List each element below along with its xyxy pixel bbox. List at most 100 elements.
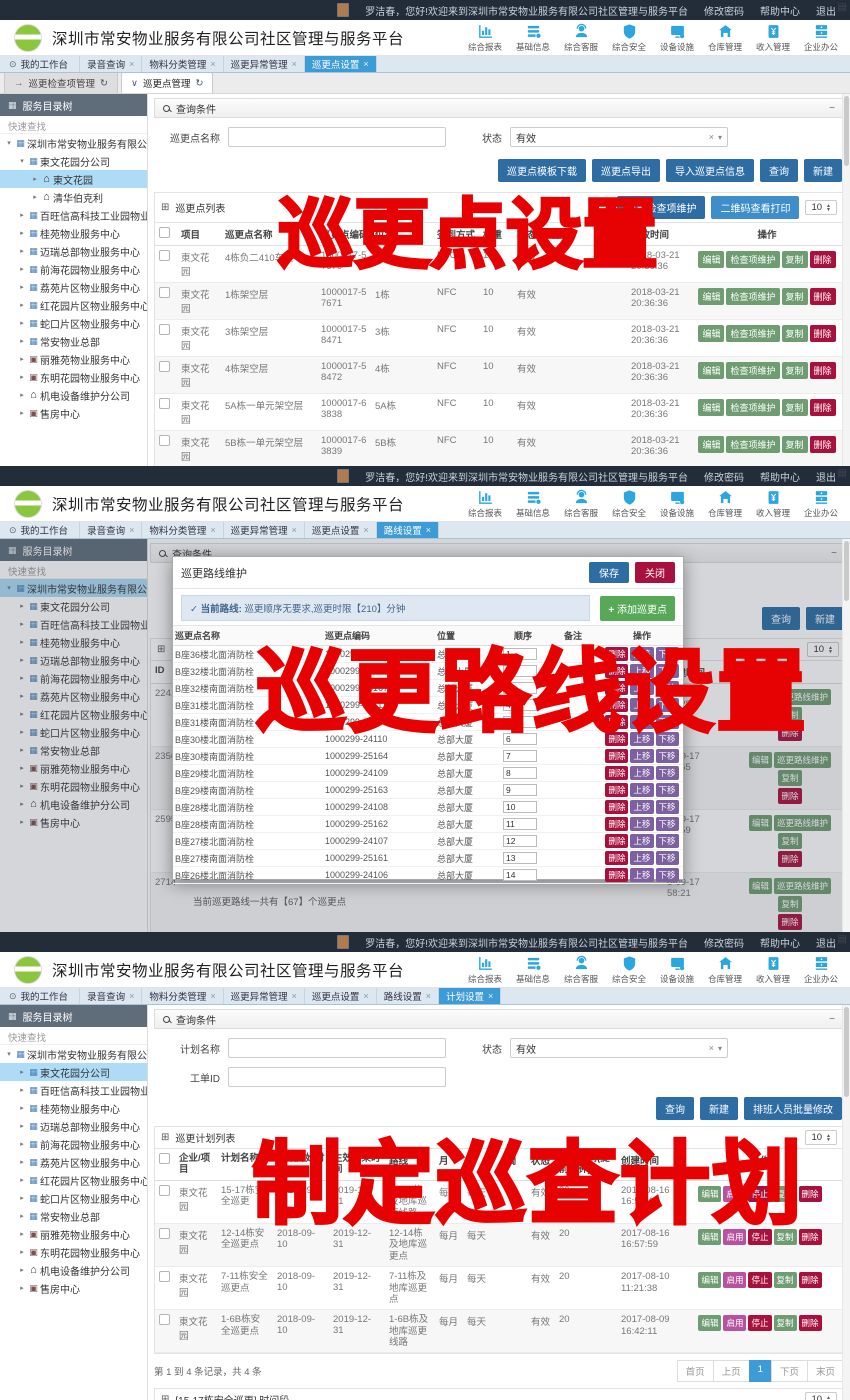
delete-button[interactable]: 删除: [605, 800, 629, 814]
edit-button[interactable]: 编辑: [698, 251, 725, 268]
tree-expand-icon[interactable]: [30, 193, 40, 201]
enable-button[interactable]: 启用: [723, 1315, 747, 1332]
tree-expand-icon[interactable]: [4, 139, 14, 147]
copy-button[interactable]: 复制: [778, 833, 802, 849]
copy-button[interactable]: 复制: [773, 1228, 797, 1245]
enable-button[interactable]: 启用: [723, 1228, 747, 1245]
tree-node[interactable]: 常安物业总部: [0, 1207, 147, 1225]
stop-button[interactable]: 停止: [748, 1185, 772, 1202]
move-up-button[interactable]: 上移: [630, 834, 654, 848]
page-size-select[interactable]: 10: [805, 1392, 837, 1400]
tree-expand-icon[interactable]: [17, 355, 27, 363]
collapse-icon[interactable]: [829, 1014, 835, 1025]
tree-expand-icon[interactable]: [17, 337, 27, 345]
copy-button[interactable]: 复制: [781, 251, 808, 268]
row-checkbox[interactable]: [159, 361, 170, 372]
tree-node[interactable]: 蛇口片区物业服务中心: [0, 1189, 147, 1207]
tree-node[interactable]: 前海花园物业服务中心: [0, 669, 147, 687]
tree-node[interactable]: 迈瑞总部物业服务中心: [0, 1117, 147, 1135]
close-icon[interactable]: ×: [129, 525, 135, 535]
copy-button[interactable]: 复制: [778, 707, 802, 723]
close-button[interactable]: 关闭: [635, 562, 675, 583]
delete-button[interactable]: 删除: [605, 732, 629, 746]
page-size-select[interactable]: 10: [807, 642, 839, 657]
copy-button[interactable]: 复制: [781, 288, 808, 305]
edit-button[interactable]: 编辑: [748, 689, 772, 705]
tree-node[interactable]: 迈瑞总部物业服务中心: [0, 242, 147, 260]
move-up-button[interactable]: 上移: [630, 749, 654, 763]
tree-node[interactable]: 机电设备维护分公司: [0, 795, 147, 813]
close-icon[interactable]: ×: [291, 59, 297, 69]
status-select[interactable]: 有效: [510, 127, 728, 147]
tree-expand-icon[interactable]: [17, 1104, 27, 1112]
tree-expand-icon[interactable]: [17, 229, 27, 237]
tree-node[interactable]: 机电设备维护分公司: [0, 1261, 147, 1279]
tree-node[interactable]: 常安物业总部: [0, 741, 147, 759]
toolbar-button[interactable]: 排班人员批量修改: [744, 1097, 842, 1120]
tree-node[interactable]: 常安物业总部: [0, 332, 147, 350]
tab[interactable]: 巡更异常管理 ×: [224, 522, 305, 538]
logout-link[interactable]: 退出: [816, 938, 836, 950]
tab[interactable]: 巡更异常管理 ×: [224, 56, 305, 72]
row-checkbox[interactable]: [159, 435, 170, 446]
delete-button[interactable]: 删除: [605, 851, 629, 865]
tree-node[interactable]: 荔苑片区物业服务中心: [0, 1153, 147, 1171]
tree-quick-search-input[interactable]: 快速查找: [0, 1027, 147, 1045]
delete-button[interactable]: 删除: [778, 788, 802, 804]
move-down-button[interactable]: 下移: [655, 868, 679, 882]
tree-node[interactable]: 红花园片区物业服务中心: [0, 1171, 147, 1189]
tab[interactable]: 录音查询 ×: [80, 522, 143, 538]
tree-node[interactable]: 百旺信高科技工业园物业服务中心: [0, 1081, 147, 1099]
move-up-button[interactable]: 上移: [630, 715, 654, 729]
nav-item[interactable]: 基础信息: [510, 489, 556, 519]
tree-node[interactable]: 東文花园分公司: [0, 1063, 147, 1081]
copy-button[interactable]: 复制: [781, 399, 808, 416]
stop-button[interactable]: 停止: [748, 1228, 772, 1245]
tree-expand-icon[interactable]: [17, 1068, 27, 1076]
copy-button[interactable]: 复制: [781, 362, 808, 379]
plan-name-input[interactable]: [228, 1038, 446, 1058]
row-checkbox[interactable]: [159, 250, 170, 261]
check-items-maintain-button[interactable]: 检查项维护: [726, 436, 780, 453]
tree-node[interactable]: 丽雅苑物业服务中心: [0, 350, 147, 368]
nav-item[interactable]: 综合客服: [558, 489, 604, 519]
tree-expand-icon[interactable]: [17, 247, 27, 255]
nav-item[interactable]: 基础信息: [510, 955, 556, 985]
nav-item[interactable]: 仓库管理: [702, 955, 748, 985]
tree-expand-icon[interactable]: [17, 319, 27, 327]
tree-expand-icon[interactable]: [17, 265, 27, 273]
tab[interactable]: 巡更异常管理 ×: [224, 988, 305, 1004]
query-conditions-bar[interactable]: 查询条件: [154, 98, 844, 118]
delete-button[interactable]: 删除: [809, 288, 836, 305]
move-up-button[interactable]: 上移: [630, 647, 654, 661]
check-items-maintain-button[interactable]: 检查项维护: [726, 325, 780, 342]
close-icon[interactable]: ×: [363, 59, 369, 69]
delete-button[interactable]: 删除: [798, 1228, 822, 1245]
toolbar-button[interactable]: 巡更点导出: [592, 159, 660, 182]
delete-button[interactable]: 删除: [605, 783, 629, 797]
tree-expand-icon[interactable]: [17, 1140, 27, 1148]
tab[interactable]: 我的工作台: [2, 522, 81, 538]
toolbar-button[interactable]: 查询: [656, 1097, 694, 1120]
page-button[interactable]: 首页: [676, 1360, 714, 1383]
tree-expand-icon[interactable]: [17, 391, 27, 399]
tree-expand-icon[interactable]: [17, 1176, 27, 1184]
move-up-button[interactable]: 上移: [630, 851, 654, 865]
clear-icon[interactable]: [709, 1043, 714, 1054]
order-input[interactable]: 8: [503, 767, 537, 779]
tree-node[interactable]: 桂苑物业服务中心: [0, 1099, 147, 1117]
row-checkbox[interactable]: [159, 287, 170, 298]
delete-button[interactable]: 删除: [605, 698, 629, 712]
delete-button[interactable]: 删除: [809, 436, 836, 453]
tab[interactable]: 录音查询 ×: [80, 988, 143, 1004]
tree-node[interactable]: 红花园片区物业服务中心: [0, 296, 147, 314]
order-input[interactable]: 3: [503, 682, 537, 694]
delete-button[interactable]: 删除: [605, 681, 629, 695]
close-icon[interactable]: ×: [425, 525, 431, 535]
tree-node[interactable]: 桂苑物业服务中心: [0, 633, 147, 651]
batch-check-maintain-button[interactable]: 批量检查项维护: [617, 196, 706, 219]
nav-item[interactable]: 设备设施: [654, 489, 700, 519]
add-patrol-point-button[interactable]: 添加巡更点: [600, 595, 675, 621]
nav-item[interactable]: 企业办公: [798, 955, 844, 985]
edit-button[interactable]: 编辑: [698, 436, 725, 453]
